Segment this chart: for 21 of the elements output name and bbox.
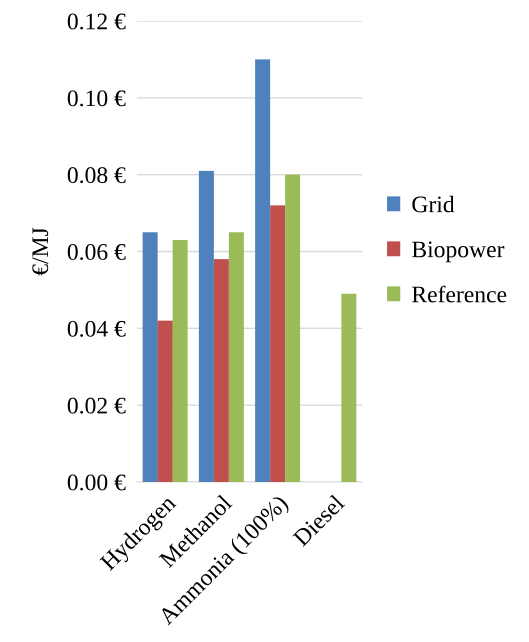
bar: [255, 59, 270, 482]
bar: [214, 259, 229, 482]
y-tick-label: 0.08 €: [68, 167, 126, 184]
legend-label: Grid: [412, 196, 454, 212]
y-tick-label: 0.00 €: [68, 474, 126, 491]
y-tick-label: 0.04 €: [68, 320, 126, 337]
legend-label: Biopower: [412, 242, 504, 262]
y-tick-label: 0.06 €: [68, 244, 126, 260]
bar: [158, 320, 173, 482]
bar: [285, 174, 300, 482]
bar: [228, 232, 244, 482]
legend-label: Reference: [412, 286, 506, 302]
bar: [270, 205, 286, 482]
y-tick-label: 0.02 €: [68, 398, 126, 414]
bar: [198, 170, 214, 482]
y-axis-title: €/MJ: [32, 228, 48, 276]
bar: [341, 294, 356, 482]
y-tick-label: 0.12 €: [68, 13, 126, 30]
bar: [142, 232, 158, 482]
bar: [172, 240, 188, 482]
y-tick-label: 0.10 €: [68, 90, 126, 106]
